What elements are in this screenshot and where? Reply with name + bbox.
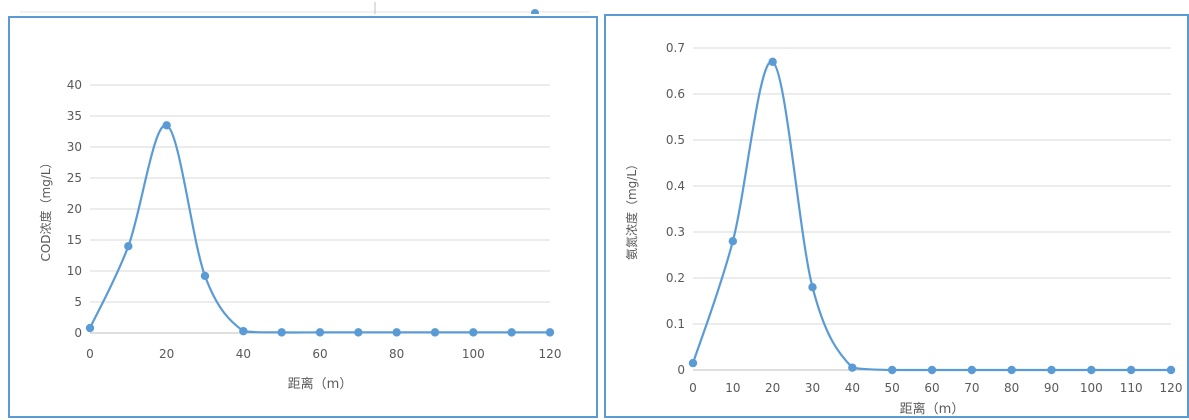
cod-chart-panel[interactable]: 0 5 10 15 20 25 30 35 40 0 20 40 60 80 100 120 距离（m） COD浓… bbox=[8, 16, 598, 418]
data-point[interactable] bbox=[124, 242, 133, 251]
data-point[interactable] bbox=[162, 121, 171, 130]
x-tick-label: 80 bbox=[1004, 381, 1019, 395]
cod-concentration-chart: 0 5 10 15 20 25 30 35 40 0 20 40 60 80 100 120 距离（m） COD浓… bbox=[38, 78, 562, 392]
y-tick-label: 0.1 bbox=[666, 317, 685, 331]
y-tick-label: 0.2 bbox=[666, 271, 685, 285]
x-tick-label: 100 bbox=[1080, 381, 1103, 395]
data-point[interactable] bbox=[545, 328, 555, 337]
data-point[interactable] bbox=[927, 365, 937, 375]
data-point[interactable] bbox=[430, 328, 440, 337]
y-tick-label: 0.3 bbox=[666, 225, 685, 239]
x-tick-label: 20 bbox=[159, 347, 174, 361]
data-point[interactable] bbox=[200, 271, 210, 281]
data-point[interactable] bbox=[507, 328, 516, 337]
y-tick-label: 35 bbox=[67, 109, 82, 123]
data-point[interactable] bbox=[728, 237, 738, 246]
x-axis-label: 距离（m） bbox=[900, 401, 965, 416]
y-axis-label: COD浓度（mg/L） bbox=[38, 156, 53, 261]
x-tick-label: 100 bbox=[462, 347, 485, 361]
data-point[interactable] bbox=[688, 358, 698, 368]
series-line bbox=[89, 124, 550, 334]
x-tick-label: 40 bbox=[236, 347, 251, 361]
data-point[interactable] bbox=[1007, 365, 1016, 375]
data-point[interactable] bbox=[887, 365, 897, 375]
x-tick-label: 0 bbox=[689, 381, 697, 395]
y-tick-label: 0.5 bbox=[666, 133, 685, 147]
y-tick-label: 0.7 bbox=[666, 41, 685, 55]
x-tick-label: 60 bbox=[924, 381, 939, 395]
data-point[interactable] bbox=[469, 328, 478, 337]
y-tick-label: 10 bbox=[67, 264, 82, 278]
y-tick-label: 20 bbox=[67, 202, 82, 216]
x-tick-label: 80 bbox=[389, 347, 404, 361]
y-tick-label: 25 bbox=[67, 171, 82, 185]
y-tick-label: 0 bbox=[677, 363, 685, 377]
data-point[interactable] bbox=[1047, 365, 1056, 375]
data-point[interactable] bbox=[277, 328, 286, 337]
data-point[interactable] bbox=[808, 283, 817, 292]
x-tick-label: 50 bbox=[885, 381, 900, 395]
data-point[interactable] bbox=[1166, 365, 1176, 375]
x-tick-label: 120 bbox=[1160, 381, 1183, 395]
y-tick-label: 0.6 bbox=[666, 87, 685, 101]
data-point[interactable] bbox=[967, 365, 977, 375]
x-tick-label: 90 bbox=[1044, 381, 1059, 395]
x-tick-label: 20 bbox=[765, 381, 780, 395]
ammonia-concentration-chart: 0 0.1 0.2 0.3 0.4 0.5 0.6 0.7 0 10 20 30 40 50 60 70 80 9… bbox=[624, 41, 1183, 417]
x-tick-label: 40 bbox=[845, 381, 860, 395]
data-point[interactable] bbox=[392, 328, 401, 337]
x-tick-label: 110 bbox=[1120, 381, 1143, 395]
y-tick-label: 5 bbox=[74, 295, 82, 309]
x-tick-label: 30 bbox=[805, 381, 820, 395]
x-tick-label: 60 bbox=[312, 347, 327, 361]
data-point[interactable] bbox=[85, 323, 95, 333]
x-axis-label: 距离（m） bbox=[288, 376, 353, 392]
data-point[interactable] bbox=[354, 328, 363, 337]
y-tick-label: 0.4 bbox=[666, 179, 685, 193]
data-point[interactable] bbox=[315, 328, 325, 337]
data-point[interactable] bbox=[768, 57, 777, 66]
cropped-chart-remnant bbox=[20, 2, 590, 14]
data-point[interactable] bbox=[239, 326, 248, 336]
data-point[interactable] bbox=[1087, 365, 1096, 375]
x-tick-label: 70 bbox=[964, 381, 979, 395]
data-point[interactable] bbox=[1126, 365, 1136, 375]
x-tick-label: 120 bbox=[539, 347, 562, 361]
ammonia-chart-panel[interactable]: 0 0.1 0.2 0.3 0.4 0.5 0.6 0.7 0 10 20 30 40 50 60 70 80 9… bbox=[604, 14, 1189, 418]
y-tick-label: 15 bbox=[67, 233, 82, 247]
x-tick-label: 10 bbox=[725, 381, 740, 395]
data-point[interactable] bbox=[848, 363, 857, 372]
y-axis-label: 氨氮浓度（mg/L） bbox=[624, 158, 639, 260]
y-tick-label: 40 bbox=[67, 78, 82, 92]
y-tick-label: 30 bbox=[67, 140, 82, 154]
y-tick-label: 0 bbox=[74, 326, 82, 340]
x-tick-label: 0 bbox=[86, 347, 94, 361]
